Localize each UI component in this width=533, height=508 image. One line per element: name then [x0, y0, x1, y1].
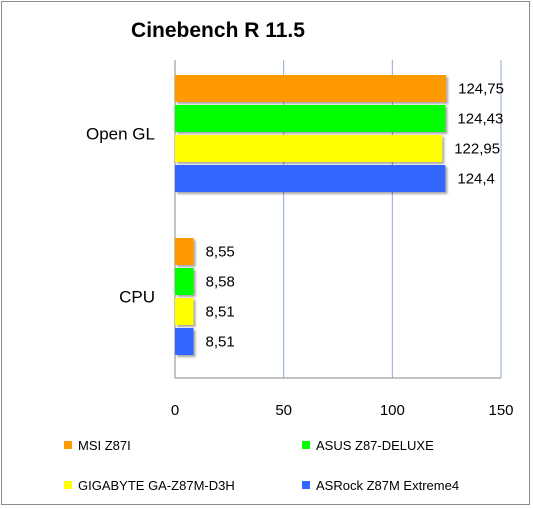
- bar: [175, 135, 443, 162]
- x-tick-label: 100: [380, 402, 405, 419]
- data-label: 124,75: [458, 81, 504, 98]
- category-label: CPU: [119, 288, 155, 307]
- bar: [175, 268, 194, 295]
- bar: [175, 75, 447, 102]
- x-tick-label: 150: [488, 402, 513, 419]
- data-label: 122,95: [454, 141, 500, 158]
- x-tick-label: 50: [275, 402, 292, 419]
- x-tick-label: 0: [171, 402, 179, 419]
- bar: [175, 328, 194, 355]
- bar: [175, 238, 194, 265]
- bar: [175, 298, 194, 325]
- chart-title: Cinebench R 11.5: [131, 19, 305, 42]
- data-label: 8,51: [205, 334, 234, 351]
- bar: [175, 165, 446, 192]
- data-label: 8,58: [206, 274, 235, 291]
- data-label: 124,43: [457, 111, 503, 128]
- category-label: Open GL: [86, 125, 155, 144]
- bar: [175, 105, 446, 132]
- data-label: 8,51: [205, 304, 234, 321]
- data-label: 124,4: [457, 171, 495, 188]
- data-label: 8,55: [206, 244, 235, 261]
